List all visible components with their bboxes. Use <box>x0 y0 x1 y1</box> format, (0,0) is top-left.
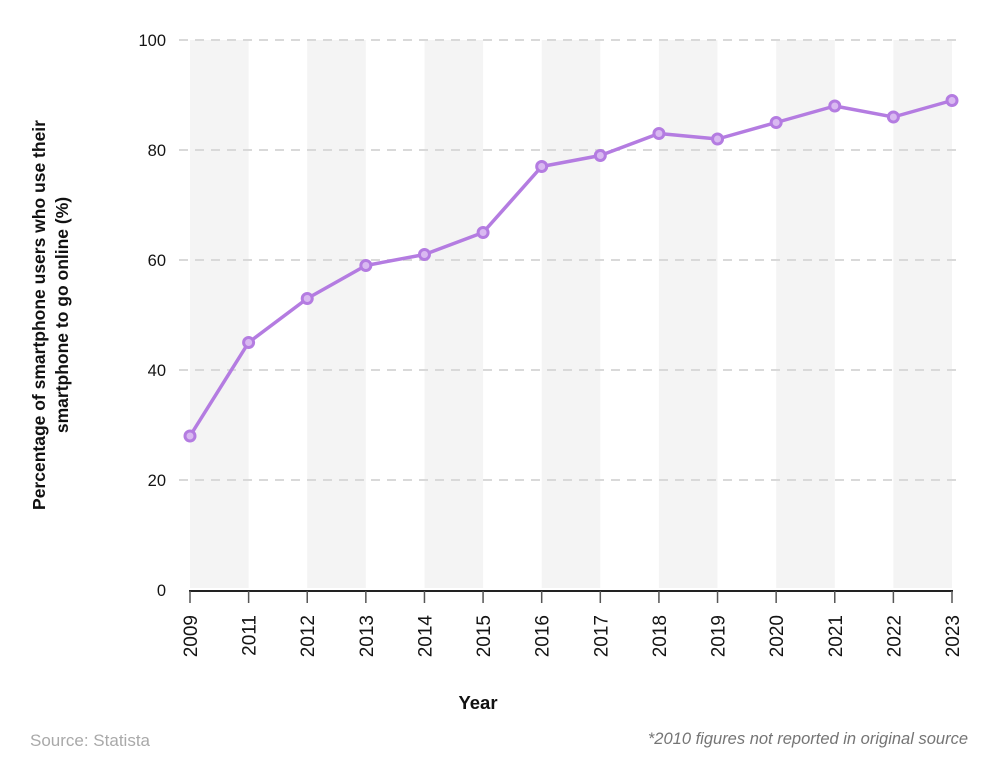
data-point-2009 <box>183 429 197 443</box>
background-stripe <box>541 40 601 588</box>
x-tick-label-2021: 2021 <box>826 615 847 657</box>
data-point-2021 <box>828 99 842 113</box>
y-tick-label-60: 60 <box>148 252 166 270</box>
x-axis-title: Year <box>458 692 498 713</box>
background-stripe <box>190 40 249 588</box>
footnote-2010-missing: *2010 figures not reported in original s… <box>647 730 968 748</box>
y-tick-label-20: 20 <box>148 472 166 490</box>
y-tick-label-80: 80 <box>148 142 166 160</box>
x-tick-label-2012: 2012 <box>298 615 319 657</box>
background-stripe <box>893 40 952 588</box>
y-tick-label-40: 40 <box>148 362 166 380</box>
source-attribution: Source: Statista <box>30 731 151 750</box>
data-point-2016 <box>535 160 549 173</box>
x-tick-label-2018: 2018 <box>650 615 671 657</box>
data-point-2018 <box>652 127 666 140</box>
data-point-2011 <box>242 336 256 349</box>
x-tick-label-2009: 2009 <box>181 615 202 657</box>
y-tick-label-0: 0 <box>157 582 166 600</box>
data-point-2013 <box>359 259 373 272</box>
data-point-2023 <box>945 94 959 107</box>
data-point-2020 <box>769 116 783 129</box>
y-tick-label-100: 100 <box>138 32 166 50</box>
data-point-2017 <box>593 149 607 162</box>
x-tick-label-2017: 2017 <box>591 615 612 657</box>
data-point-2012 <box>300 292 314 305</box>
x-tick-label-2015: 2015 <box>474 615 495 657</box>
x-tick-label-2014: 2014 <box>415 615 436 658</box>
x-tick-label-2016: 2016 <box>533 615 554 657</box>
background-stripe <box>424 40 484 588</box>
data-point-2014 <box>417 248 431 261</box>
data-point-2019 <box>711 132 725 146</box>
background-stripe <box>307 40 366 588</box>
background-stripe <box>776 40 835 588</box>
x-tick-label-2023: 2023 <box>943 615 964 657</box>
data-line-series <box>188 98 954 438</box>
background-stripe <box>658 40 718 588</box>
x-tick-label-2020: 2020 <box>767 615 788 657</box>
x-tick-label-2019: 2019 <box>709 615 730 657</box>
data-point-2022 <box>886 110 900 124</box>
data-point-2015 <box>476 226 490 239</box>
x-tick-label-2022: 2022 <box>884 615 905 657</box>
x-tick-label-2013: 2013 <box>357 615 378 657</box>
x-tick-label-2011: 2011 <box>240 615 261 656</box>
